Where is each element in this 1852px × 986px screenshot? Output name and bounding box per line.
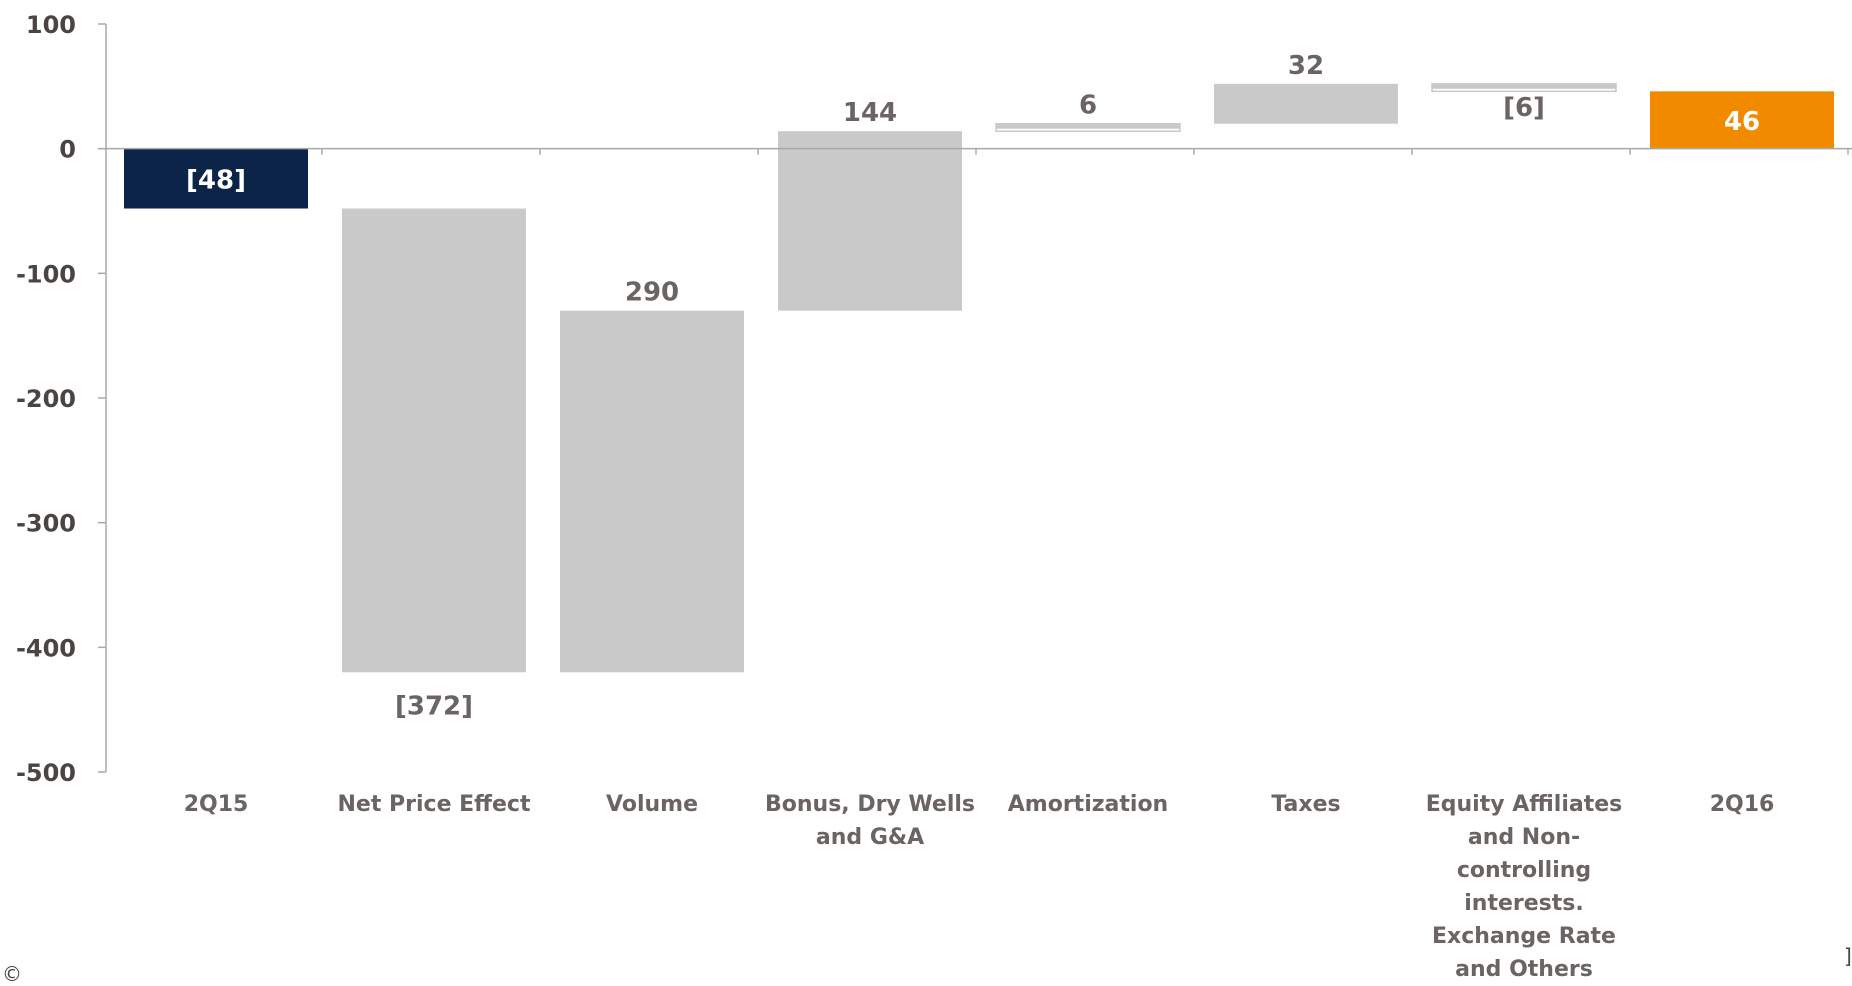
x-tick-label: Equity Affiliates and Non-controlling inte… — [1419, 788, 1629, 986]
waterfall-bar — [124, 148, 308, 209]
x-tick-label: Net Price Effect — [329, 788, 539, 821]
y-tick-label: -300 — [16, 510, 76, 538]
data-label: [48] — [186, 166, 246, 196]
corner-mark-left: © — [2, 962, 22, 986]
x-tick-label-line: Volume — [606, 792, 698, 817]
x-tick-label-line: 2Q16 — [1709, 792, 1775, 817]
x-tick-label-line: Equity Affiliates — [1425, 792, 1623, 817]
x-tick-label-line: and Others — [1455, 957, 1593, 982]
x-tick-label-line: Bonus, Dry Wells — [765, 792, 976, 817]
waterfall-bar-cap — [996, 123, 1180, 129]
x-tick-label-line: Exchange Rate — [1432, 924, 1616, 949]
x-tick-label-line: 2Q15 — [183, 792, 249, 817]
y-tick-label: -200 — [16, 385, 76, 413]
x-tick-label: 2Q15 — [111, 788, 321, 821]
waterfall-bar — [1650, 91, 1834, 149]
data-label: 46 — [1724, 107, 1760, 137]
y-tick-label: -500 — [16, 759, 76, 787]
x-tick-label-line: Amortization — [1007, 792, 1169, 817]
x-tick-label-line: and G&A — [815, 825, 925, 850]
data-label: 290 — [625, 278, 679, 308]
waterfall-bar — [778, 131, 962, 311]
data-label: [372] — [395, 691, 473, 721]
x-tick-label: Bonus, Dry Wells and G&A — [765, 788, 975, 854]
data-label: 32 — [1288, 51, 1324, 81]
y-tick-label: -400 — [16, 634, 76, 662]
x-tick-label: Amortization — [983, 788, 1193, 821]
y-tick-label: -100 — [16, 260, 76, 288]
x-tick-label-line: controlling — [1456, 858, 1592, 883]
x-tick-label: Volume — [547, 788, 757, 821]
x-tick-label-line: and Non- — [1467, 825, 1581, 850]
data-label: 6 — [1079, 91, 1097, 121]
corner-mark-right: ] — [1844, 944, 1852, 968]
x-tick-label-line: Net Price Effect — [337, 792, 531, 817]
waterfall-bar-cap — [1432, 83, 1616, 89]
x-tick-label-line: interests. — [1464, 891, 1584, 916]
waterfall-bar — [560, 310, 744, 673]
data-label: [6] — [1503, 93, 1545, 123]
y-tick-label: 0 — [59, 136, 76, 164]
waterfall-bar — [1214, 83, 1398, 124]
data-label: 144 — [843, 98, 897, 128]
x-tick-label: 2Q16 — [1637, 788, 1847, 821]
x-tick-label-line: Taxes — [1271, 792, 1341, 817]
x-tick-label: Taxes — [1201, 788, 1411, 821]
waterfall-bar — [342, 208, 526, 673]
y-tick-label: 100 — [26, 11, 76, 39]
